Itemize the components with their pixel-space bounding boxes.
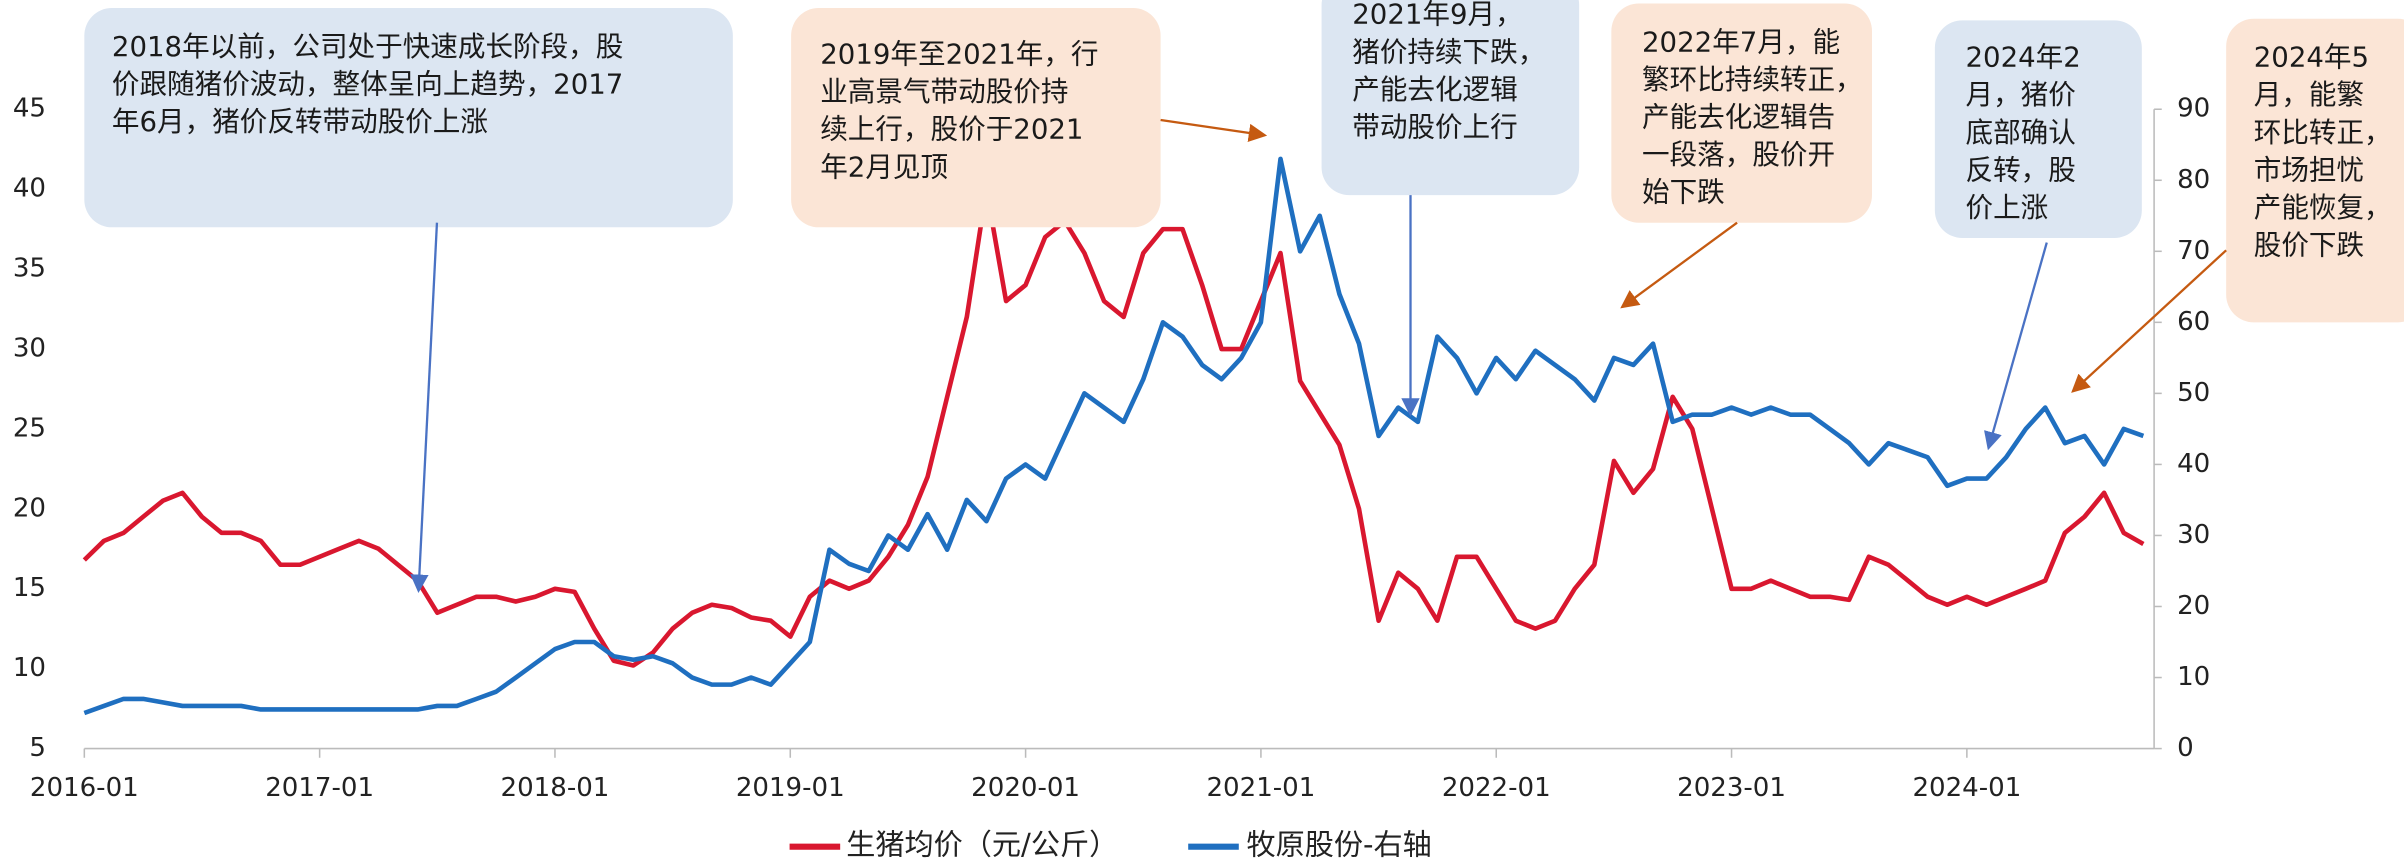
annotation-text: 股价下跌	[2254, 228, 2364, 261]
annotation-box	[2226, 18, 2404, 323]
annotation-text: 始下跌	[1642, 176, 1725, 209]
y2-tick-label: 70	[2177, 236, 2210, 266]
y2-tick-label: 60	[2177, 307, 2210, 337]
annotation-text: 猪价持续下跌，	[1352, 35, 1545, 68]
annotation-text: 年2月见顶	[820, 150, 948, 183]
annotation-text: 繁环比持续转正，	[1642, 63, 1863, 96]
annotation-arrow	[1984, 242, 2048, 451]
annotation-arrow	[410, 222, 439, 593]
y2-tick-label: 50	[2177, 378, 2210, 408]
annotation-text: 2024年5	[2254, 41, 2369, 74]
y2-tick-label: 30	[2177, 520, 2210, 550]
annotation-box	[1934, 20, 2142, 239]
y-tick-label: 25	[13, 413, 46, 443]
y2-tick-label: 10	[2177, 662, 2210, 692]
annotation-text: 续上行，股价于2021	[820, 113, 1083, 146]
y-tick-label: 30	[13, 333, 46, 363]
annotation-text: 2024年2	[1966, 41, 2081, 74]
y-tick-label: 10	[13, 653, 46, 683]
y2-tick-label: 20	[2177, 591, 2210, 621]
annotation-box	[791, 8, 1161, 228]
series-line	[83, 156, 2145, 716]
series-line	[82, 186, 2145, 668]
x-tick-label: 2024-01	[1912, 773, 2021, 803]
x-tick-label: 2020-01	[971, 773, 1080, 803]
x-tick-label: 2023-01	[1677, 773, 1786, 803]
legend-label: 生猪均价（元/公斤）	[846, 828, 1118, 862]
annotation-text: 价跟随猪价波动，整体呈向上趋势，2017	[112, 67, 623, 100]
annotation-text: 产能恢复，	[2254, 191, 2392, 224]
annotation-box	[1321, 0, 1580, 196]
x-tick-label: 2018-01	[501, 773, 610, 803]
annotation-text: 环比转正，	[2254, 116, 2392, 149]
annotation-text: 2022年7月，能	[1642, 25, 1840, 58]
y2-tick-label: 80	[2177, 165, 2210, 195]
annotation-text: 市场担忧	[2254, 153, 2364, 186]
x-tick-label: 2019-01	[736, 773, 845, 803]
annotation-text: 2018年以前，公司处于快速成长阶段，股	[112, 30, 623, 63]
y-tick-label: 15	[13, 573, 46, 603]
legend-label: 牧原股份-右轴	[1246, 828, 1431, 862]
annotation-text: 带动股价上行	[1352, 110, 1517, 143]
annotation-text: 年6月，猪价反转带动股价上涨	[112, 105, 488, 138]
annotation-text: 2021年9月，	[1352, 0, 1522, 31]
y-tick-label: 5	[29, 733, 46, 763]
y2-tick-label: 90	[2177, 94, 2210, 124]
x-tick-label: 2022-01	[1442, 773, 1551, 803]
y-tick-label: 40	[13, 174, 46, 204]
annotation-text: 业高景气带动股价持	[820, 75, 1068, 108]
annotation-text: 月，能繁	[2254, 78, 2364, 111]
annotation-text: 一段落，股价开	[1642, 138, 1835, 171]
annotation-text: 产能去化逻辑	[1352, 73, 1517, 106]
annotation-text: 月，猪价	[1966, 78, 2076, 111]
y2-tick-label: 40	[2177, 449, 2210, 479]
annotation-arrow	[1620, 221, 1738, 309]
y-tick-label: 20	[13, 493, 46, 523]
annotation-arrow	[1160, 118, 1268, 143]
annotation-text: 底部确认	[1966, 116, 2076, 149]
annotation-arrow	[2071, 249, 2227, 393]
annotation-text: 产能去化逻辑告	[1642, 100, 1835, 133]
annotation-box	[1611, 3, 1872, 223]
x-tick-label: 2016-01	[30, 773, 139, 803]
y-tick-label: 45	[13, 94, 46, 124]
x-tick-label: 2017-01	[265, 773, 374, 803]
annotation-text: 反转，股	[1966, 153, 2076, 186]
y-tick-label: 35	[13, 254, 46, 284]
annotation-text: 价上涨	[1966, 191, 2049, 224]
annotation-box	[84, 8, 733, 228]
y2-tick-label: 0	[2177, 733, 2194, 763]
x-tick-label: 2021-01	[1206, 773, 1315, 803]
annotation-text: 2019年至2021年，行	[820, 38, 1098, 71]
